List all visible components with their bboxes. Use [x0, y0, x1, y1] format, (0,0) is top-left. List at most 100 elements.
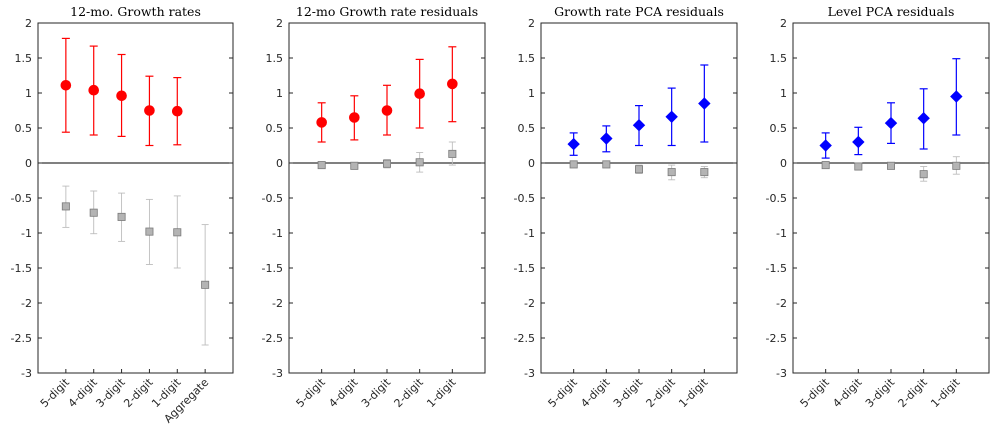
data-point	[173, 228, 182, 237]
data-point	[632, 118, 646, 132]
data-point	[567, 137, 580, 151]
x-tick-label: 3-digit	[93, 375, 128, 410]
x-tick-label: 1-digit	[424, 375, 459, 410]
y-tick-label: -1	[776, 227, 787, 240]
data-point	[145, 227, 154, 236]
y-tick-label: -3	[272, 367, 283, 380]
x-tick-label: 3-digit	[611, 375, 646, 410]
chart-title: Growth rate PCA residuals	[554, 4, 724, 19]
x-tick-label: 5-digit	[798, 375, 833, 410]
y-tick-label: -3	[21, 367, 32, 380]
axes-box	[288, 22, 486, 374]
chart-panel-1: 2 1.5 1 0.5 0 -0.5 -1 -1.5 -2 -2.5 -3 5-digit4-digi…	[11, 4, 234, 426]
x-tick-label: 1-digit	[676, 375, 711, 410]
data-point	[700, 168, 709, 177]
chart-panel-3: 2 1.5 1 0.5 0 -0.5 -1 -1.5 -2 -2.5 -3 5-digit4-digi…	[514, 4, 738, 410]
data-point	[950, 90, 963, 103]
data-point	[89, 208, 98, 217]
y-tick-label: -2.5	[11, 332, 32, 345]
data-point	[600, 132, 613, 145]
axes-box	[792, 22, 990, 374]
y-tick-label: 2	[25, 17, 32, 30]
data-point	[381, 105, 393, 116]
y-tick-label: -2	[272, 297, 283, 310]
y-tick-label: 0	[780, 157, 787, 170]
x-tick-label: 2-digit	[392, 375, 427, 410]
data-point	[569, 160, 578, 169]
y-tick-label: 1.5	[770, 52, 788, 65]
y-tick-label: -2.5	[514, 332, 535, 345]
data-point	[919, 170, 928, 179]
data-point	[116, 90, 127, 102]
y-tick-label: -0.5	[11, 192, 32, 205]
data-point	[317, 161, 326, 170]
data-point	[316, 117, 327, 128]
chart-panel-4: 2 1.5 1 0.5 0 -0.5 -1 -1.5 -2 -2.5 -3 5-digit4-digi…	[766, 4, 990, 410]
y-tick-label: 1	[780, 87, 787, 100]
data-point	[60, 80, 72, 91]
y-tick-label: -1.5	[766, 262, 787, 275]
chart-title: Level PCA residuals	[828, 4, 955, 19]
data-point	[414, 88, 425, 99]
y-tick-label: 0.5	[266, 122, 284, 135]
x-tick-label: 4-digit	[578, 375, 613, 410]
x-tick-label: 2-digit	[896, 375, 931, 410]
y-tick-label: -1	[21, 227, 32, 240]
data-point	[117, 212, 126, 221]
y-tick-label: 2	[780, 17, 787, 30]
x-tick-label: 2-digit	[121, 375, 156, 410]
chart-title: 12-mo. Growth rates	[70, 4, 201, 19]
chart-panel-2: 2 1.5 1 0.5 0 -0.5 -1 -1.5 -2 -2.5 -3 5-digit4-digi…	[262, 4, 486, 410]
data-point	[144, 105, 155, 116]
data-point	[350, 161, 359, 170]
data-point	[349, 112, 360, 123]
data-point	[887, 161, 896, 170]
data-point	[88, 84, 100, 96]
y-tick-label: -1	[272, 227, 283, 240]
data-point	[698, 97, 711, 110]
data-point	[665, 110, 678, 124]
data-point	[852, 135, 865, 149]
y-tick-label: -1.5	[11, 262, 32, 275]
y-tick-label: 1.5	[518, 52, 536, 65]
y-tick-label: -2.5	[262, 332, 283, 345]
y-tick-label: -0.5	[262, 192, 283, 205]
data-point	[854, 162, 863, 171]
y-tick-label: 0.5	[770, 122, 788, 135]
y-tick-label: 1.5	[266, 52, 284, 65]
y-tick-label: 0.5	[15, 122, 33, 135]
data-point	[884, 116, 898, 130]
y-tick-label: 0	[276, 157, 283, 170]
x-tick-label: 2-digit	[644, 375, 679, 410]
data-point	[382, 159, 391, 168]
y-tick-label: 1	[25, 87, 32, 100]
y-tick-label: -2	[21, 297, 32, 310]
y-tick-label: 0	[25, 157, 32, 170]
data-point	[61, 202, 70, 211]
x-tick-label: 1-digit	[928, 375, 963, 410]
y-tick-label: -1.5	[262, 262, 283, 275]
x-tick-label: 4-digit	[66, 375, 101, 410]
data-point	[917, 111, 930, 125]
data-point	[171, 105, 183, 117]
x-tick-label: 5-digit	[546, 375, 581, 410]
y-tick-label: 2	[276, 17, 283, 30]
chart-title: 12-mo Growth rate residuals	[296, 4, 478, 19]
y-tick-label: 1.5	[15, 52, 33, 65]
data-point	[415, 158, 424, 167]
data-point	[602, 160, 611, 169]
axes-box	[37, 22, 234, 374]
x-tick-label: 3-digit	[863, 375, 898, 410]
data-point	[819, 139, 832, 152]
y-tick-label: 0.5	[518, 122, 536, 135]
y-tick-label: -0.5	[514, 192, 535, 205]
x-tick-label: 5-digit	[294, 375, 329, 410]
data-point	[821, 161, 830, 170]
x-tick-label: 4-digit	[326, 375, 361, 410]
data-point	[667, 168, 676, 177]
y-tick-label: -0.5	[766, 192, 787, 205]
y-tick-label: -1	[524, 227, 535, 240]
y-tick-label: 2	[528, 17, 535, 30]
data-point	[201, 280, 210, 289]
